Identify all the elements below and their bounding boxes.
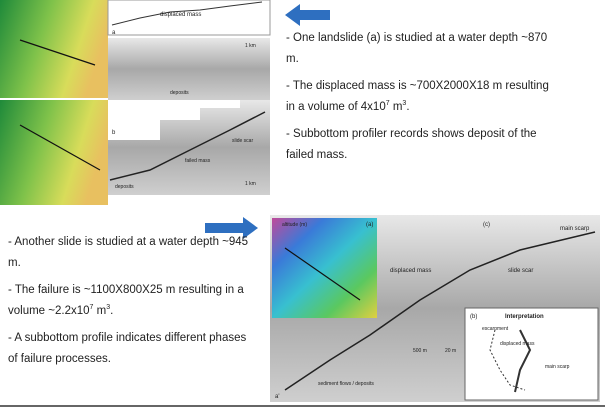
fig-label: deposits bbox=[115, 184, 134, 190]
arrow bbox=[205, 217, 258, 239]
interp-box bbox=[464, 307, 599, 401]
fig-label: (c) bbox=[483, 222, 490, 228]
fig-label: displaced mass bbox=[160, 12, 201, 18]
fig-label: 500 m bbox=[413, 348, 427, 354]
fig-label: main scarp bbox=[560, 226, 590, 232]
fig-label: (b) bbox=[470, 314, 477, 320]
fig-label: b bbox=[112, 130, 116, 136]
text: - One landslide (a) is studied at a wate… bbox=[286, 32, 548, 65]
fig-label: sediment flows / deposits bbox=[318, 381, 374, 387]
arrow bbox=[285, 4, 330, 26]
text: - The failure is ~1100X800X25 m resultin… bbox=[8, 284, 244, 317]
bullet: - Another slide is studied at a water de… bbox=[8, 232, 258, 274]
text: . bbox=[110, 305, 114, 317]
text: - A subbottom profile indicates differen… bbox=[8, 332, 247, 365]
bullet: - Subbottom profiler records shows depos… bbox=[286, 124, 556, 166]
sup: 3 bbox=[402, 100, 407, 108]
text: - Another slide is studied at a water de… bbox=[8, 236, 249, 269]
fig-label: Interpretation bbox=[505, 314, 544, 320]
fig-label: 1 km bbox=[245, 181, 256, 187]
fig-label: displaced mass bbox=[390, 268, 431, 274]
fig-label: 1 km bbox=[245, 43, 256, 49]
map-a bbox=[0, 0, 108, 98]
fig-label: displaced mass bbox=[500, 341, 535, 347]
map-a2 bbox=[272, 218, 377, 318]
bottom-text: - Another slide is studied at a water de… bbox=[8, 232, 258, 376]
map-b bbox=[0, 100, 108, 205]
fig-label: deposits bbox=[170, 90, 189, 96]
fig-label: 20 m bbox=[445, 348, 456, 354]
fig-label: escarpment bbox=[482, 326, 509, 332]
sup: 3 bbox=[106, 304, 111, 312]
fig-label: slide scar bbox=[508, 268, 533, 274]
fig-label: altitude (m) bbox=[282, 222, 307, 228]
bullet: - One landslide (a) is studied at a wate… bbox=[286, 28, 556, 70]
fig-label: slide scar bbox=[232, 138, 253, 144]
top-text: - One landslide (a) is studied at a wate… bbox=[286, 28, 556, 172]
text: - The displaced mass is ~700X2000X18 m r… bbox=[286, 80, 549, 113]
fig-label: (a) bbox=[366, 222, 373, 228]
profile-box bbox=[107, 0, 271, 36]
sup: 7 bbox=[385, 100, 390, 108]
sup: 7 bbox=[89, 304, 94, 312]
text: - Subbottom profiler records shows depos… bbox=[286, 128, 537, 161]
text: . bbox=[406, 101, 410, 113]
text: m bbox=[93, 305, 107, 317]
fig-label: failed mass bbox=[185, 158, 211, 164]
fig-label: a bbox=[112, 30, 116, 36]
fig-label: a' bbox=[275, 394, 279, 400]
bullet: - The displaced mass is ~700X2000X18 m r… bbox=[286, 76, 556, 118]
bullet: - A subbottom profile indicates differen… bbox=[8, 328, 258, 370]
profile-a bbox=[108, 38, 270, 100]
text: m bbox=[389, 101, 403, 113]
fig-label: main scarp bbox=[545, 364, 570, 370]
bullet: - The failure is ~1100X800X25 m resultin… bbox=[8, 280, 258, 322]
